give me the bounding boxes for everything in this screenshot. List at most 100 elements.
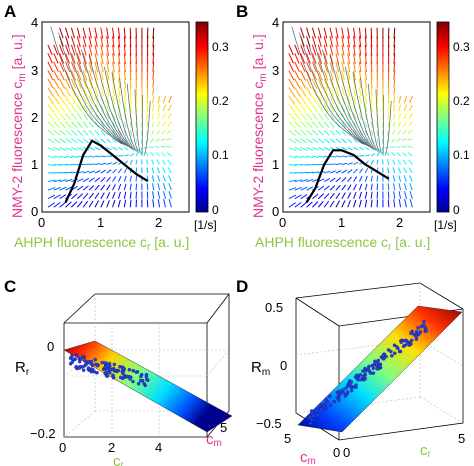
vector-arrow bbox=[294, 186, 302, 191]
vector-arrow bbox=[59, 146, 67, 151]
data-point bbox=[390, 353, 394, 358]
vector-arrow bbox=[306, 121, 313, 129]
vector-arrow bbox=[47, 187, 56, 191]
vector-arrow bbox=[146, 96, 149, 104]
vector-arrow bbox=[294, 179, 303, 183]
streamline bbox=[375, 89, 382, 154]
vector-arrow bbox=[166, 145, 172, 148]
vector-arrow bbox=[129, 138, 133, 144]
panel-b-xtick-1: 1 bbox=[338, 215, 345, 230]
vector-arrow bbox=[76, 193, 83, 200]
vector-arrow bbox=[71, 112, 77, 121]
vector-arrow bbox=[370, 159, 374, 165]
data-point bbox=[100, 360, 105, 365]
vector-arrow bbox=[288, 155, 297, 159]
vector-arrow bbox=[100, 27, 104, 39]
vector-arrow bbox=[347, 121, 352, 128]
vector-arrow bbox=[288, 44, 294, 56]
data-point bbox=[308, 415, 312, 420]
vector-arrow bbox=[65, 44, 70, 56]
vector-arrow bbox=[100, 155, 107, 158]
vector-arrow bbox=[94, 146, 101, 151]
vector-arrow bbox=[53, 164, 62, 166]
vector-arrow bbox=[53, 87, 60, 97]
vector-arrow bbox=[300, 186, 308, 191]
panel-a-ytick-1: 1 bbox=[31, 157, 38, 172]
vector-arrow bbox=[407, 152, 413, 157]
data-point bbox=[92, 370, 97, 374]
vector-arrow bbox=[306, 95, 312, 105]
vector-arrow bbox=[123, 27, 126, 39]
streamline bbox=[96, 60, 132, 149]
vector-arrow bbox=[317, 53, 323, 64]
data-point bbox=[378, 364, 382, 368]
vector-arrow bbox=[106, 200, 110, 208]
vector-arrow bbox=[408, 112, 413, 119]
vector-arrow bbox=[370, 191, 373, 199]
vector-arrow bbox=[112, 104, 116, 113]
vector-arrow bbox=[161, 159, 166, 165]
vector-arrow bbox=[306, 53, 311, 64]
data-point bbox=[82, 364, 87, 368]
vector-arrow bbox=[76, 78, 82, 89]
data-point bbox=[392, 343, 397, 347]
vector-arrow bbox=[294, 95, 301, 105]
vector-arrow bbox=[294, 194, 302, 200]
streamline bbox=[322, 49, 370, 147]
streamline bbox=[50, 26, 122, 144]
vector-arrow bbox=[395, 146, 401, 148]
vector-arrow bbox=[353, 176, 358, 182]
data-point bbox=[71, 357, 75, 361]
panel-a-letter: A bbox=[4, 2, 16, 21]
vector-arrow bbox=[403, 95, 407, 104]
vector-arrow bbox=[311, 78, 318, 89]
vector-arrow bbox=[53, 61, 59, 73]
panel-b-cb-tick-3: 0.3 bbox=[453, 40, 470, 54]
vector-arrow bbox=[76, 61, 82, 73]
data-point bbox=[358, 373, 363, 377]
vector-arrow bbox=[329, 177, 336, 183]
vector-arrow bbox=[317, 185, 325, 191]
vector-arrow bbox=[311, 87, 318, 97]
vector-arrow bbox=[94, 61, 99, 73]
vector-arrow bbox=[300, 70, 306, 81]
vector-arrow bbox=[94, 138, 101, 144]
vector-arrow bbox=[129, 175, 132, 182]
vector-arrow bbox=[151, 159, 155, 165]
vector-arrow bbox=[358, 87, 362, 97]
vector-arrow bbox=[335, 78, 340, 89]
vector-arrow bbox=[118, 168, 123, 174]
streamline bbox=[134, 89, 141, 154]
vector-arrow bbox=[288, 146, 297, 152]
streamline bbox=[299, 32, 365, 145]
panel-b-colorbar-ticks: 0 0.1 0.2 0.3 bbox=[453, 40, 470, 217]
data-point bbox=[125, 374, 130, 379]
vector-arrow bbox=[82, 193, 89, 200]
data-point bbox=[389, 349, 393, 354]
vector-arrow bbox=[117, 176, 122, 182]
vector-arrow bbox=[323, 53, 328, 65]
vector-arrow bbox=[392, 121, 396, 128]
vector-arrow bbox=[168, 198, 172, 208]
vector-arrow bbox=[288, 164, 297, 166]
vector-arrow bbox=[117, 44, 121, 56]
vector-arrow bbox=[347, 61, 351, 73]
panel-a-colorbar-unit: [1/s] bbox=[194, 218, 217, 232]
vector-arrow bbox=[157, 95, 161, 104]
vector-arrow bbox=[112, 87, 116, 97]
streamline bbox=[367, 83, 380, 153]
data-point bbox=[414, 334, 418, 338]
data-point bbox=[392, 351, 397, 356]
vector-arrow bbox=[146, 159, 149, 165]
vector-arrow bbox=[82, 53, 87, 65]
panel-a-ytick-2: 2 bbox=[31, 110, 38, 125]
vector-arrow bbox=[150, 151, 155, 157]
data-point bbox=[86, 360, 91, 364]
vector-arrow bbox=[47, 78, 54, 89]
panel-d-xtick-0: 0 bbox=[343, 445, 350, 460]
vector-arrow bbox=[53, 186, 61, 191]
data-point bbox=[83, 359, 87, 363]
panel-d-ztick-2: −0.5 bbox=[256, 416, 282, 431]
vector-arrow bbox=[306, 104, 313, 113]
vector-arrow bbox=[106, 53, 110, 65]
